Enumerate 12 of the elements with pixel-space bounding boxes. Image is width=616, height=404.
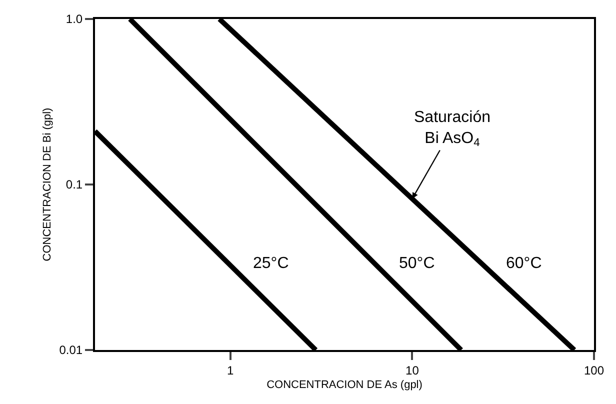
x-axis-title: CONCENTRACION DE As (gpl) bbox=[266, 379, 422, 392]
y-axis-title: CONCENTRACION DE Bi (gpl) bbox=[41, 108, 54, 262]
y-tick-label: 0.1 bbox=[66, 178, 83, 192]
series-label: 25°C bbox=[253, 255, 289, 272]
series-label: 60°C bbox=[506, 255, 542, 272]
x-tick-label: 100 bbox=[584, 363, 604, 378]
x-tick-label: 1 bbox=[227, 363, 234, 378]
y-tick-label: 0.01 bbox=[59, 343, 83, 358]
annotation: Saturación Bi AsO$_{4}$ bbox=[414, 109, 490, 150]
y-tick-label: 1.0 bbox=[66, 12, 83, 26]
x-tick-label: 10 bbox=[406, 363, 420, 378]
series-label: 50°C bbox=[399, 255, 435, 272]
